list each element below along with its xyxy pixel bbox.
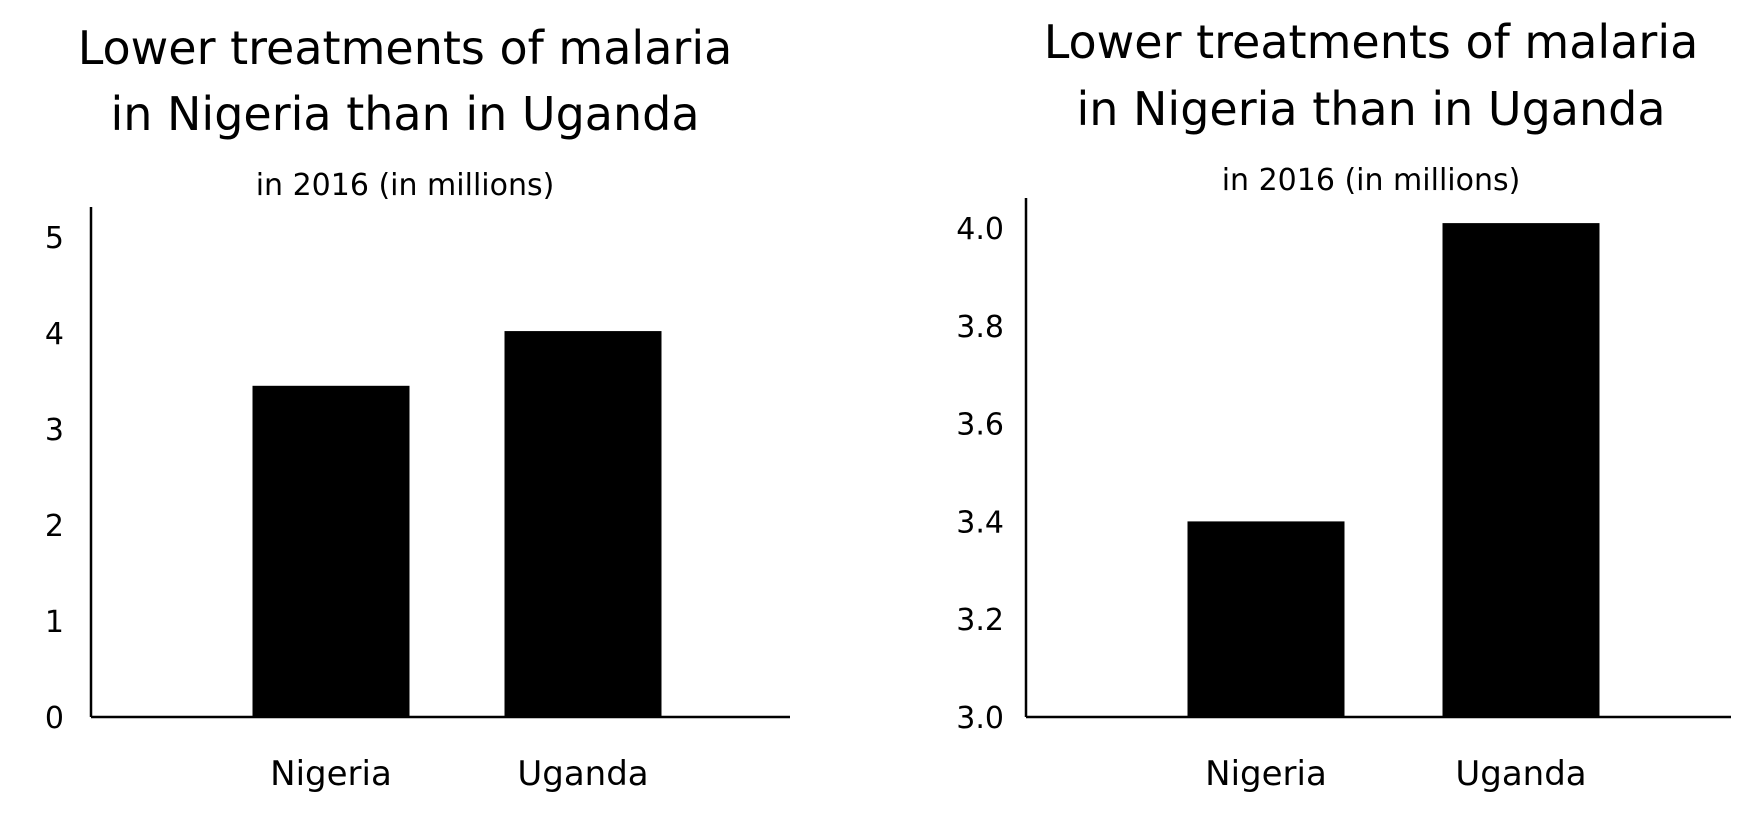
y-tick-label: 4.0 <box>956 212 1004 247</box>
x-category-label: Nigeria <box>270 754 392 794</box>
chart-title-line: in Nigeria than in Uganda <box>110 87 699 141</box>
x-category-label: Nigeria <box>1205 754 1327 794</box>
bar-nigeria <box>252 385 410 717</box>
chart-subtitle: in 2016 (in millions) <box>1222 163 1521 198</box>
chart-title-line: Lower treatments of malaria <box>78 21 733 75</box>
chart-1: Lower treatments of malaria in Nigeria th… <box>45 21 790 794</box>
chart-subtitle: in 2016 (in millions) <box>256 168 555 203</box>
y-tick-label: 1 <box>45 605 64 640</box>
bar-nigeria <box>1187 521 1345 717</box>
y-tick-label: 3.4 <box>956 505 1004 540</box>
chart-2: Lower treatments of malaria in Nigeria th… <box>956 15 1731 794</box>
y-tick-label: 3 <box>45 413 64 448</box>
y-tick-label: 3.2 <box>956 603 1004 638</box>
bar-uganda <box>1442 223 1600 718</box>
y-tick-label: 4 <box>45 317 64 352</box>
y-tick-label: 3.8 <box>956 310 1004 345</box>
y-tick-label: 5 <box>45 221 64 256</box>
chart-title-line: Lower treatments of malaria <box>1044 15 1699 69</box>
y-tick-label: 0 <box>45 701 64 736</box>
chart-title-line: in Nigeria than in Uganda <box>1076 82 1665 136</box>
bar-uganda <box>504 331 662 717</box>
x-category-label: Uganda <box>517 754 648 794</box>
y-tick-label: 2 <box>45 509 64 544</box>
y-tick-label: 3.0 <box>956 701 1004 736</box>
y-tick-label: 3.6 <box>956 408 1004 443</box>
x-category-label: Uganda <box>1455 754 1586 794</box>
